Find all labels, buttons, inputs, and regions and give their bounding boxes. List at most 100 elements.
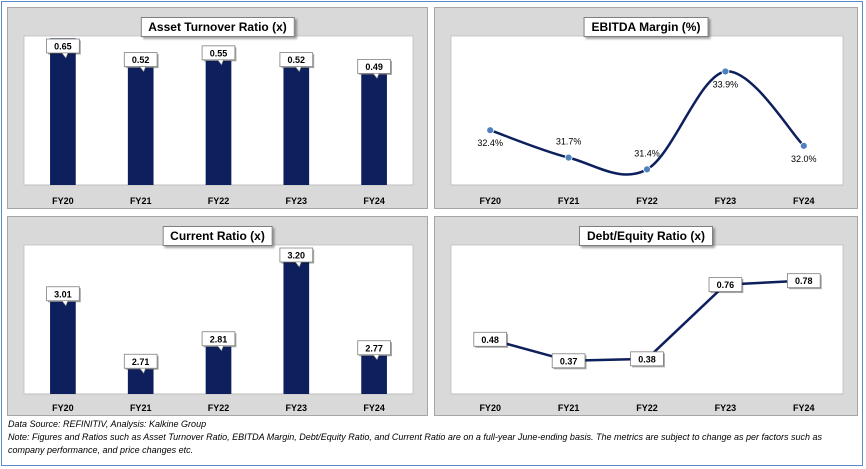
x-tick-label: FY22 — [636, 403, 658, 413]
x-tick-label: FY24 — [793, 196, 815, 206]
bar — [283, 259, 310, 394]
data-label-text: 0.78 — [795, 276, 813, 286]
data-label-text: 3.20 — [288, 251, 306, 261]
chart-title: Current Ratio (x) — [162, 226, 273, 246]
x-tick-label: FY21 — [130, 196, 152, 206]
label-pointer — [139, 367, 147, 374]
label-pointer — [372, 354, 380, 361]
data-label-text: 3.01 — [54, 289, 72, 299]
bar — [361, 355, 387, 394]
x-tick-label: FY20 — [479, 196, 501, 206]
data-label: 33.9% — [713, 79, 739, 89]
data-label-text: 2.71 — [132, 357, 150, 367]
data-label: 31.4% — [634, 148, 660, 158]
x-tick-label: FY22 — [636, 196, 658, 206]
series-line — [489, 70, 805, 176]
current-ratio-panel: FY20 FY21 FY22 FY23 FY24 3.01 2.71 2.81 3.20 2.77… — [7, 216, 428, 416]
x-tick-label: FY21 — [558, 196, 580, 206]
data-label: 32.0% — [791, 154, 817, 164]
label-pointer — [216, 59, 224, 66]
x-tick-label: FY21 — [558, 403, 580, 413]
label-pointer — [139, 66, 147, 73]
label-pointer — [294, 261, 302, 268]
data-label: 0.38 — [630, 351, 665, 368]
chart-title: EBITDA Margin (%) — [583, 17, 709, 37]
data-label-text: 0.49 — [365, 62, 383, 72]
x-tick-label: FY24 — [363, 196, 385, 206]
bar — [361, 74, 387, 185]
ebitda-margin-panel: FY20 FY21 FY22 FY23 FY24 32.4% 31.7% 31.4% 33.9%… — [434, 7, 858, 209]
x-tick-label: FY22 — [208, 196, 230, 206]
data-label: 0.49 — [357, 58, 392, 79]
data-label: 0.78 — [786, 273, 822, 290]
x-tick-label: FY20 — [52, 196, 74, 206]
data-label-text: 0.37 — [560, 356, 578, 366]
bar — [50, 38, 76, 186]
data-label: 0.55 — [201, 45, 237, 66]
label-box — [630, 351, 664, 367]
ebitda-margin-chart: FY20 FY21 FY22 FY23 FY24 32.4% 31.7% 31.4% 33.9%… — [450, 35, 844, 206]
data-point — [721, 67, 730, 76]
plot-area — [450, 244, 844, 395]
x-tick-label: FY21 — [130, 403, 152, 413]
label-box — [786, 273, 821, 289]
data-label-text: 0.52 — [288, 55, 306, 65]
data-label: 0.76 — [708, 277, 744, 294]
x-tick-label: FY23 — [286, 403, 308, 413]
data-label: 3.01 — [46, 286, 81, 307]
data-label: 32.4% — [477, 138, 503, 148]
data-label-text: 0.65 — [54, 42, 72, 52]
x-tick-label: FY24 — [363, 403, 385, 413]
debt-equity-chart: FY20 FY21 FY22 FY23 FY24 0.48 0.37 0.38 0.76 0.78 — [450, 244, 844, 413]
plot-area — [450, 35, 844, 186]
chart-title: Asset Turnover Ratio (x) — [140, 17, 295, 37]
label-box — [473, 331, 507, 347]
data-label-text: 2.77 — [365, 343, 383, 353]
data-label: 0.37 — [551, 353, 587, 370]
asset-turnover-chart: FY20 FY21 FY22 FY23 FY24 0.65 0.52 0.55 0.52 0.49 — [23, 35, 414, 206]
label-box — [708, 277, 743, 292]
data-label: 0.48 — [473, 331, 509, 348]
footer: Data Source: REFINITIV, Analysis: Kalkin… — [8, 418, 858, 457]
bar — [205, 60, 232, 186]
bar — [50, 301, 76, 394]
label-pointer — [61, 52, 69, 59]
x-tick-label: FY20 — [479, 403, 501, 413]
data-point — [486, 126, 495, 135]
data-label: 0.65 — [46, 38, 81, 59]
data-point — [643, 165, 651, 174]
data-label-text: 0.52 — [132, 55, 150, 65]
data-label-text: 2.81 — [210, 334, 228, 344]
x-tick-label: FY24 — [793, 403, 815, 413]
data-point — [799, 141, 808, 150]
bar — [283, 67, 310, 185]
label-pointer — [372, 73, 380, 79]
data-label: 3.20 — [279, 247, 315, 268]
data-label-text: 0.38 — [638, 354, 656, 364]
x-tick-label: FY23 — [286, 196, 308, 206]
data-label: 2.77 — [357, 340, 392, 361]
x-tick-label: FY23 — [715, 403, 737, 413]
debt-equity-panel: FY20 FY21 FY22 FY23 FY24 0.48 0.37 0.38 0.76 0.78… — [434, 216, 858, 416]
data-point — [564, 153, 573, 162]
data-label: 31.7% — [556, 137, 582, 147]
current-ratio-chart: FY20 FY21 FY22 FY23 FY24 3.01 2.71 2.81 3.20 2.77 — [23, 244, 414, 413]
data-label: 0.52 — [123, 52, 159, 73]
data-label-text: 0.76 — [717, 280, 735, 290]
bar — [127, 369, 154, 394]
data-label-text: 0.55 — [210, 48, 228, 58]
x-tick-label: FY22 — [208, 403, 230, 413]
label-pointer — [294, 66, 302, 73]
chart-title: Debt/Equity Ratio (x) — [578, 226, 714, 246]
bar — [127, 67, 154, 185]
data-label: 2.71 — [123, 353, 159, 374]
bar — [205, 346, 232, 394]
data-label: 0.52 — [279, 52, 315, 73]
label-pointer — [216, 345, 224, 352]
label-box — [551, 353, 586, 369]
data-source-text: Data Source: REFINITIV, Analysis: Kalkin… — [8, 419, 207, 429]
note-text: Note: Figures and Ratios such as Asset T… — [8, 432, 823, 455]
x-tick-label: FY20 — [52, 403, 74, 413]
asset-turnover-panel: FY20 FY21 FY22 FY23 FY24 0.65 0.52 0.55 0.52 0.49… — [7, 7, 428, 209]
